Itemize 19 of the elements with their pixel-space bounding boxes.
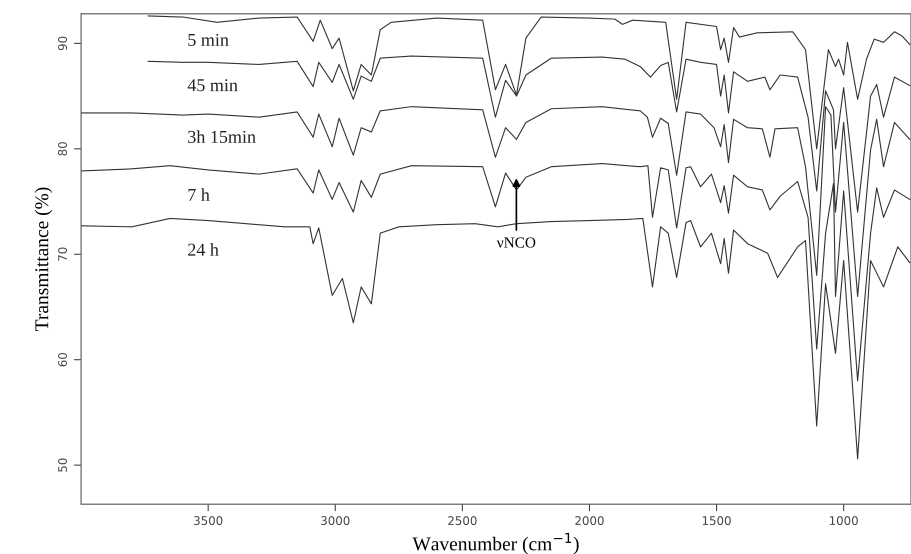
x-tick-label: 2500 <box>448 516 477 526</box>
x-tick-label: 3500 <box>194 516 222 526</box>
series-label: 7 h <box>188 188 210 201</box>
x-tick-label: 3000 <box>321 516 350 526</box>
series-label: 5 min <box>188 34 229 46</box>
series-label: 3h 15min <box>188 130 256 143</box>
y-axis-title: Transmittance (%) <box>34 188 52 331</box>
y-tick-label: 80 <box>58 142 67 156</box>
y-tick-label: 60 <box>58 352 67 366</box>
x-tick-label: 1500 <box>702 516 731 526</box>
series-label: 45 min <box>188 79 238 92</box>
y-tick-label: 50 <box>58 458 67 472</box>
y-tick-label: 90 <box>58 36 67 50</box>
y-tick-label: 70 <box>58 248 67 261</box>
x-tick-label: 2000 <box>575 516 604 526</box>
x-axis-title: Wavenumber (cm$^{−1}$) <box>412 532 579 554</box>
series-label: 24 h <box>188 243 219 256</box>
x-tick-label: 1000 <box>830 516 858 526</box>
annotation: νNCO <box>496 237 536 248</box>
